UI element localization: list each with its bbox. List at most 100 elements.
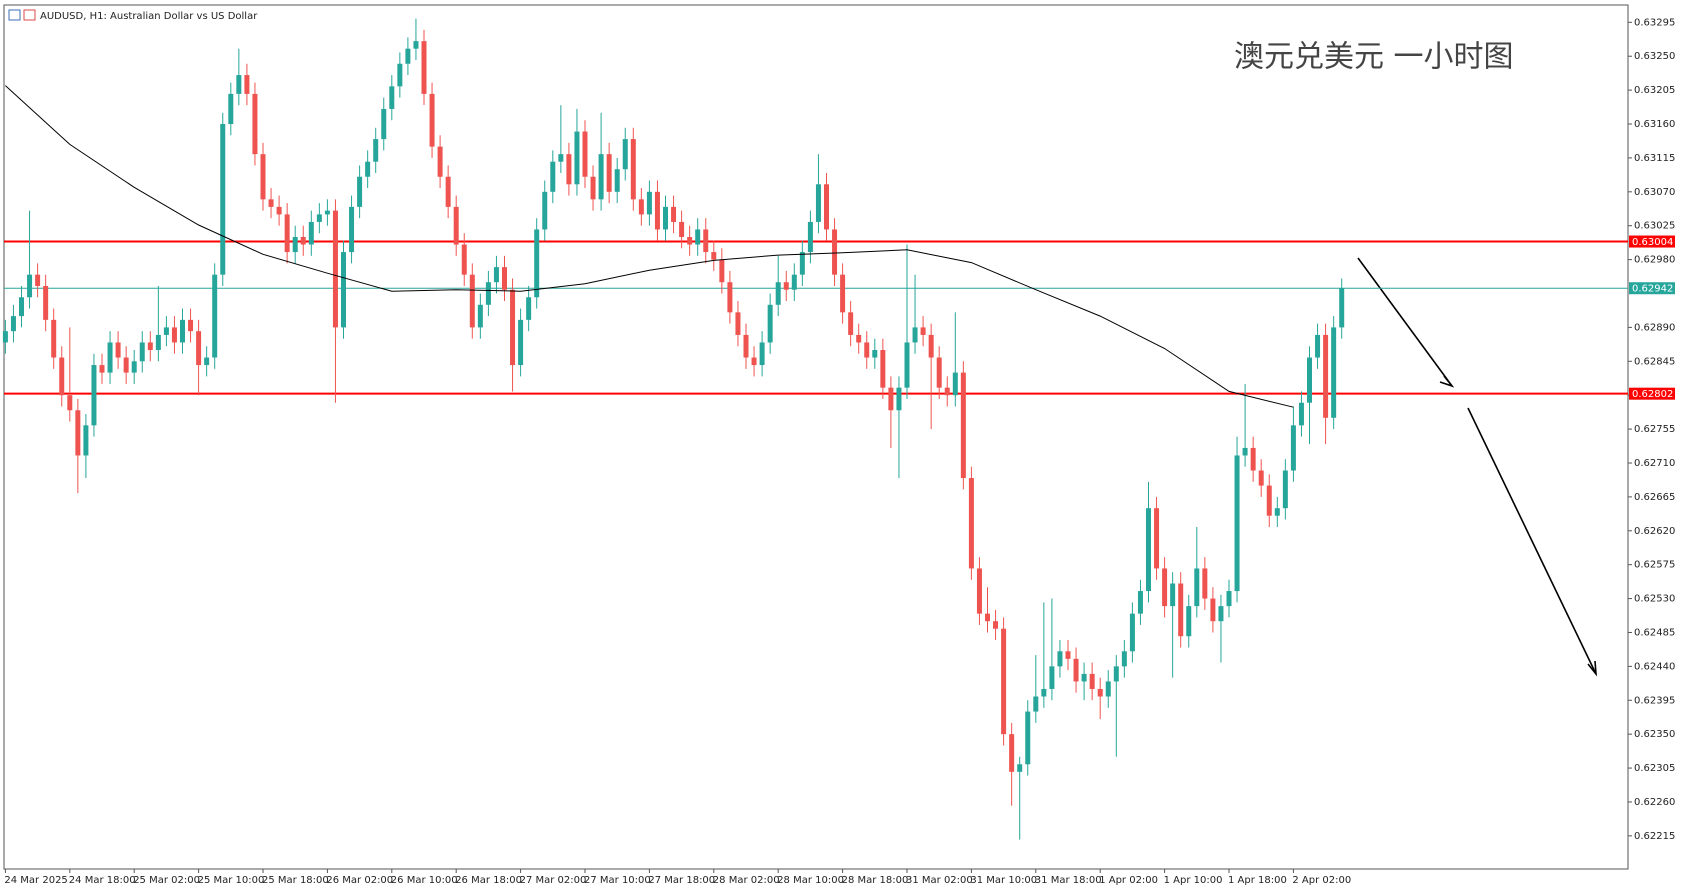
candle-body <box>502 267 507 290</box>
candle-body <box>308 221 314 245</box>
arrow-line <box>1467 407 1597 675</box>
candle-body <box>1186 606 1192 637</box>
candle-body <box>671 206 677 222</box>
candle-body <box>703 229 709 253</box>
candle-body <box>960 372 966 479</box>
price-level-label: 0.62942 <box>1632 284 1673 295</box>
candle-body <box>123 357 129 373</box>
candle-body <box>300 237 306 245</box>
x-tick-label: 27 Mar 10:00 <box>584 875 651 886</box>
candle-body <box>815 184 821 222</box>
candle-body <box>260 154 266 200</box>
candle-body <box>896 387 902 411</box>
candle-body <box>751 357 757 366</box>
candle-body <box>357 176 363 207</box>
candle-body <box>397 63 403 87</box>
candle-body <box>35 274 41 286</box>
candle-body <box>196 331 202 366</box>
candle-body <box>1331 327 1337 418</box>
candle-body <box>405 48 411 64</box>
candle-body <box>1041 688 1047 697</box>
candle-body <box>654 191 660 230</box>
candle-body <box>1290 425 1296 471</box>
candle-body <box>1307 357 1312 403</box>
y-tick-label: 0.63070 <box>1634 187 1675 198</box>
candle-body <box>445 176 451 207</box>
candle-body <box>622 139 628 170</box>
x-tick-label: 28 Mar 18:00 <box>842 875 909 886</box>
candle-body <box>944 387 950 396</box>
candle-body <box>1298 402 1304 426</box>
candle-body <box>807 221 813 253</box>
candle-body <box>1033 696 1039 712</box>
candle-body <box>727 282 733 313</box>
candle-body <box>695 229 701 245</box>
candle-body <box>759 342 765 366</box>
candle-body <box>799 252 805 275</box>
y-tick-label: 0.62665 <box>1634 492 1675 503</box>
annotation: 澳元兑美元 一小时图 <box>1234 40 1514 75</box>
y-tick-label: 0.62980 <box>1634 255 1675 266</box>
candle-body <box>1178 583 1184 637</box>
candle-body <box>171 327 177 343</box>
y-tick-label: 0.62305 <box>1634 763 1675 774</box>
candle-body <box>1154 508 1160 569</box>
candle-body <box>437 146 443 177</box>
x-tick-label: 24 Mar 18:00 <box>69 875 136 886</box>
candle-body <box>1202 568 1208 599</box>
candle-body <box>67 395 73 411</box>
candle-body <box>518 319 524 366</box>
candle-body <box>743 334 749 358</box>
candle-body <box>316 214 322 222</box>
candle-body <box>115 342 121 358</box>
candle-body <box>75 410 81 456</box>
candle-body <box>646 191 652 215</box>
candle-body <box>566 154 572 185</box>
candle-body <box>711 252 717 260</box>
y-tick-label: 0.63250 <box>1634 51 1675 62</box>
candle-body <box>614 169 620 192</box>
candle-body <box>204 357 210 366</box>
candle-body <box>1170 583 1176 607</box>
arrow-head <box>1587 660 1597 677</box>
candle-body <box>912 327 918 343</box>
price-level-label: 0.63004 <box>1632 237 1673 248</box>
candle-body <box>904 342 910 388</box>
chart-title: AUDUSD, H1: Australian Dollar vs US Doll… <box>40 11 258 22</box>
candle-body <box>1121 651 1127 667</box>
candle-body <box>276 206 282 215</box>
x-tick-label: 26 Mar 02:00 <box>326 875 393 886</box>
x-tick-label: 26 Mar 10:00 <box>391 875 458 886</box>
candle-body <box>1025 711 1031 765</box>
candle-body <box>228 93 234 125</box>
candle-body <box>99 365 105 373</box>
candle-body <box>341 252 346 328</box>
candle-body <box>83 425 89 456</box>
price-level-box <box>1629 387 1675 400</box>
candle-body <box>1242 447 1248 456</box>
candle-body <box>719 259 725 283</box>
candle-body <box>1315 334 1321 358</box>
candle-body <box>1137 591 1143 614</box>
price-level-label: 0.62802 <box>1632 389 1673 400</box>
candles <box>2 18 1345 840</box>
y-tick-label: 0.62440 <box>1634 661 1675 672</box>
candle-body <box>1081 673 1087 682</box>
candle-body <box>542 191 548 230</box>
candle-body <box>1146 508 1151 592</box>
candle-body <box>1226 591 1232 607</box>
y-tick-label: 0.62620 <box>1634 526 1675 537</box>
candle-body <box>663 206 668 230</box>
candle-body <box>284 214 290 253</box>
candle-body <box>220 124 226 275</box>
candle-body <box>1266 485 1272 516</box>
candle-body <box>1282 470 1288 509</box>
candle-body <box>365 161 371 177</box>
candle-body <box>1274 508 1280 516</box>
candle-body <box>244 75 250 94</box>
candle-body <box>2 331 8 343</box>
y-tick-label: 0.62845 <box>1634 356 1675 367</box>
candle-body <box>19 297 24 317</box>
candle-body <box>526 297 532 320</box>
